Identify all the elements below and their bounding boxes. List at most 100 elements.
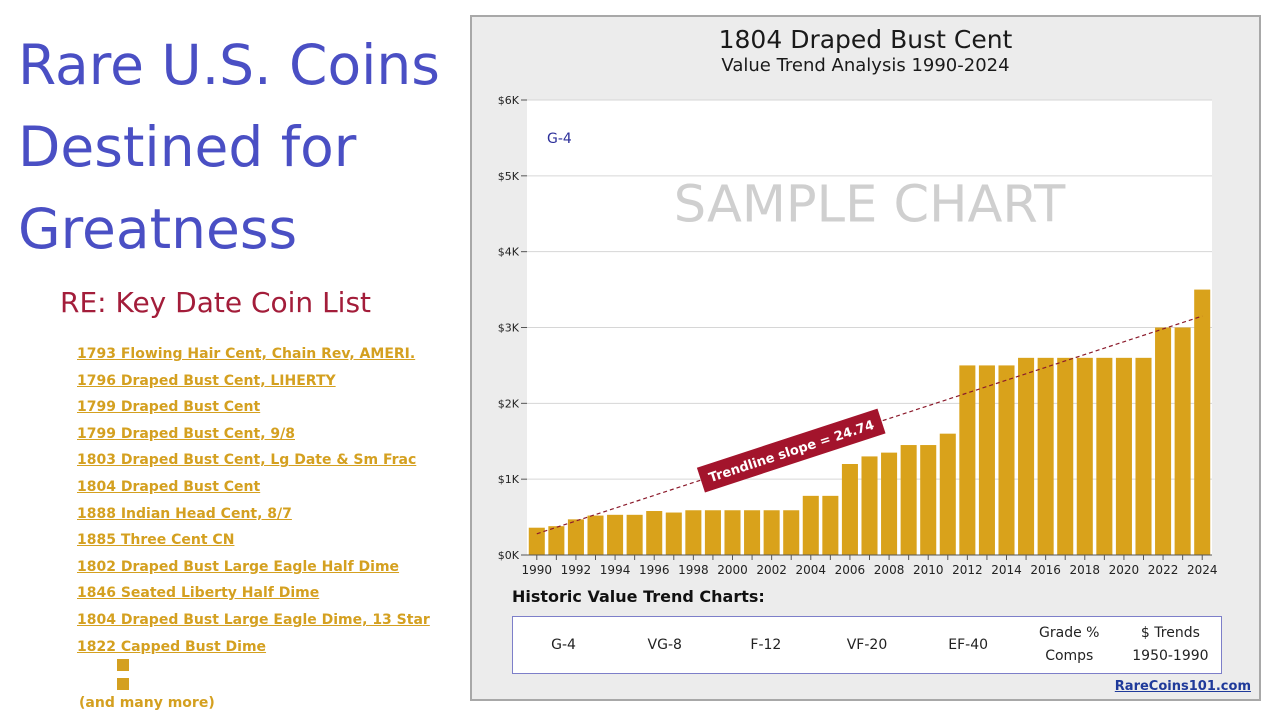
x-tick-label: 2016 <box>1030 563 1061 577</box>
x-tick-label: 2010 <box>913 563 944 577</box>
historic-charts-title: Historic Value Trend Charts: <box>512 587 765 606</box>
coin-list-item: 1793 Flowing Hair Cent, Chain Rev, AMERI… <box>77 340 430 367</box>
bar <box>685 510 702 555</box>
bar <box>1096 357 1113 555</box>
bar <box>802 495 819 555</box>
grade-button-vf20[interactable]: VF-20 <box>846 636 888 653</box>
y-tick-label: $6K <box>498 94 520 107</box>
y-tick-label: $1K <box>498 473 520 486</box>
bar <box>724 510 741 555</box>
bar <box>861 456 878 555</box>
coin-list-item: 1796 Draped Bust Cent, LIHERTY <box>77 367 430 394</box>
bar <box>1135 357 1152 555</box>
x-tick-label: 2014 <box>991 563 1022 577</box>
bar <box>881 452 898 555</box>
bar <box>939 433 956 555</box>
bar <box>665 512 682 555</box>
coin-list-item: 1799 Draped Bust Cent <box>77 393 430 420</box>
grade-selector: G-4 VG-8 F-12 VF-20 EF-40 Grade % Comps … <box>512 616 1222 674</box>
x-tick-label: 2004 <box>796 563 827 577</box>
grade-button-f12[interactable]: F-12 <box>750 636 782 653</box>
coin-link[interactable]: 1799 Draped Bust Cent <box>77 399 261 416</box>
coin-list-item: 1804 Draped Bust Cent <box>77 473 430 500</box>
value-trend-panel: 1804 Draped Bust Cent Value Trend Analys… <box>470 15 1261 701</box>
bar <box>822 495 839 555</box>
bar <box>1115 357 1132 555</box>
coin-list-item: 1822 Capped Bust Dime <box>77 633 430 660</box>
bar <box>646 511 663 555</box>
bar-chart: $0K $1K $2K $3K $4K $5K $6K SAMPLE CHART G-4 1990… <box>498 94 1218 577</box>
bar <box>900 445 917 555</box>
bar <box>587 515 604 555</box>
x-tick-label: 1992 <box>561 563 592 577</box>
y-tick-label: $5K <box>498 170 520 183</box>
bar <box>841 464 858 555</box>
y-tick-label: $0K <box>498 549 520 562</box>
chart-subtitle: Value Trend Analysis 1990-2024 <box>721 55 1010 76</box>
trendline-badge-box <box>696 408 886 493</box>
bar <box>1037 357 1054 555</box>
x-tick-label: 1994 <box>600 563 631 577</box>
x-tick-label: 1998 <box>678 563 709 577</box>
bar <box>528 527 545 555</box>
coin-link-list: 1793 Flowing Hair Cent, Chain Rev, AMERI… <box>77 340 430 659</box>
bar <box>1076 357 1093 555</box>
trends-1950-1990-button[interactable]: $ Trends 1950-1990 <box>1132 625 1209 664</box>
coin-link[interactable]: 1804 Draped Bust Large Eagle Dime, 13 St… <box>77 611 430 628</box>
bar <box>548 526 565 555</box>
bar <box>920 445 937 555</box>
x-tick-label: 1996 <box>639 563 670 577</box>
coin-list-item: 1846 Seated Liberty Half Dime <box>77 579 430 606</box>
coin-list-item: 1802 Draped Bust Large Eagle Half Dime <box>77 553 430 580</box>
coin-link[interactable]: 1822 Capped Bust Dime <box>77 638 267 655</box>
bar <box>1155 327 1172 555</box>
y-tick-label: $3K <box>498 322 520 335</box>
grade-comps-button[interactable]: Grade % Comps <box>1039 625 1100 664</box>
series-label: G-4 <box>547 131 572 147</box>
x-tick-label: 2000 <box>717 563 748 577</box>
bar <box>783 510 800 555</box>
x-tick-label: 2006 <box>835 563 866 577</box>
ellipsis-square-icon <box>117 678 129 690</box>
grade-button-ef40[interactable]: EF-40 <box>948 636 989 653</box>
bar <box>959 365 976 555</box>
bar <box>626 514 643 555</box>
coin-link[interactable]: 1796 Draped Bust Cent, LIHERTY <box>77 372 336 389</box>
coin-list-item: 1804 Draped Bust Large Eagle Dime, 13 St… <box>77 606 430 633</box>
chart-title: 1804 Draped Bust Cent <box>718 25 1013 54</box>
coin-link[interactable]: 1804 Draped Bust Cent <box>77 478 261 495</box>
x-tick-label: 2012 <box>952 563 983 577</box>
watermark-text: SAMPLE CHART <box>674 175 1066 234</box>
bar <box>744 510 761 555</box>
bar <box>607 514 624 555</box>
x-tick-label: 2024 <box>1187 563 1218 577</box>
bar <box>1174 327 1191 555</box>
page-headline: Rare U.S. Coins Destined for Greatness <box>18 33 440 261</box>
coin-link[interactable]: 1802 Draped Bust Large Eagle Half Dime <box>77 558 400 575</box>
bar <box>567 519 584 555</box>
site-link[interactable]: RareCoins101.com <box>1114 679 1251 694</box>
coin-link[interactable]: 1803 Draped Bust Cent, Lg Date & Sm Frac <box>77 452 417 469</box>
bar <box>998 365 1015 555</box>
x-tick-label: 2020 <box>1109 563 1140 577</box>
ellipsis-square-icon <box>117 659 129 671</box>
coin-link[interactable]: 1799 Draped Bust Cent, 9/8 <box>77 425 295 442</box>
bar <box>1018 357 1035 555</box>
coin-list-item: 1888 Indian Head Cent, 8/7 <box>77 500 430 527</box>
coin-link[interactable]: 1846 Seated Liberty Half Dime <box>77 585 320 602</box>
x-tick-label: 1990 <box>522 563 553 577</box>
grade-button-g4[interactable]: G-4 <box>551 636 576 653</box>
coin-list-item: 1885 Three Cent CN <box>77 526 430 553</box>
coin-list-item: 1803 Draped Bust Cent, Lg Date & Sm Frac <box>77 446 430 473</box>
x-tick-label: 2022 <box>1148 563 1179 577</box>
coin-link[interactable]: 1793 Flowing Hair Cent, Chain Rev, AMERI… <box>77 346 416 362</box>
x-tick-label: 2008 <box>874 563 905 577</box>
coin-link[interactable]: 1885 Three Cent CN <box>77 532 235 549</box>
key-date-subhead: RE: Key Date Coin List <box>60 286 372 319</box>
more-text: (and many more) <box>79 695 215 711</box>
y-tick-label: $2K <box>498 397 520 410</box>
grade-button-vg8[interactable]: VG-8 <box>647 636 682 653</box>
coin-link[interactable]: 1888 Indian Head Cent, 8/7 <box>77 505 292 522</box>
y-tick-label: $4K <box>498 246 520 259</box>
bar <box>1057 357 1074 555</box>
